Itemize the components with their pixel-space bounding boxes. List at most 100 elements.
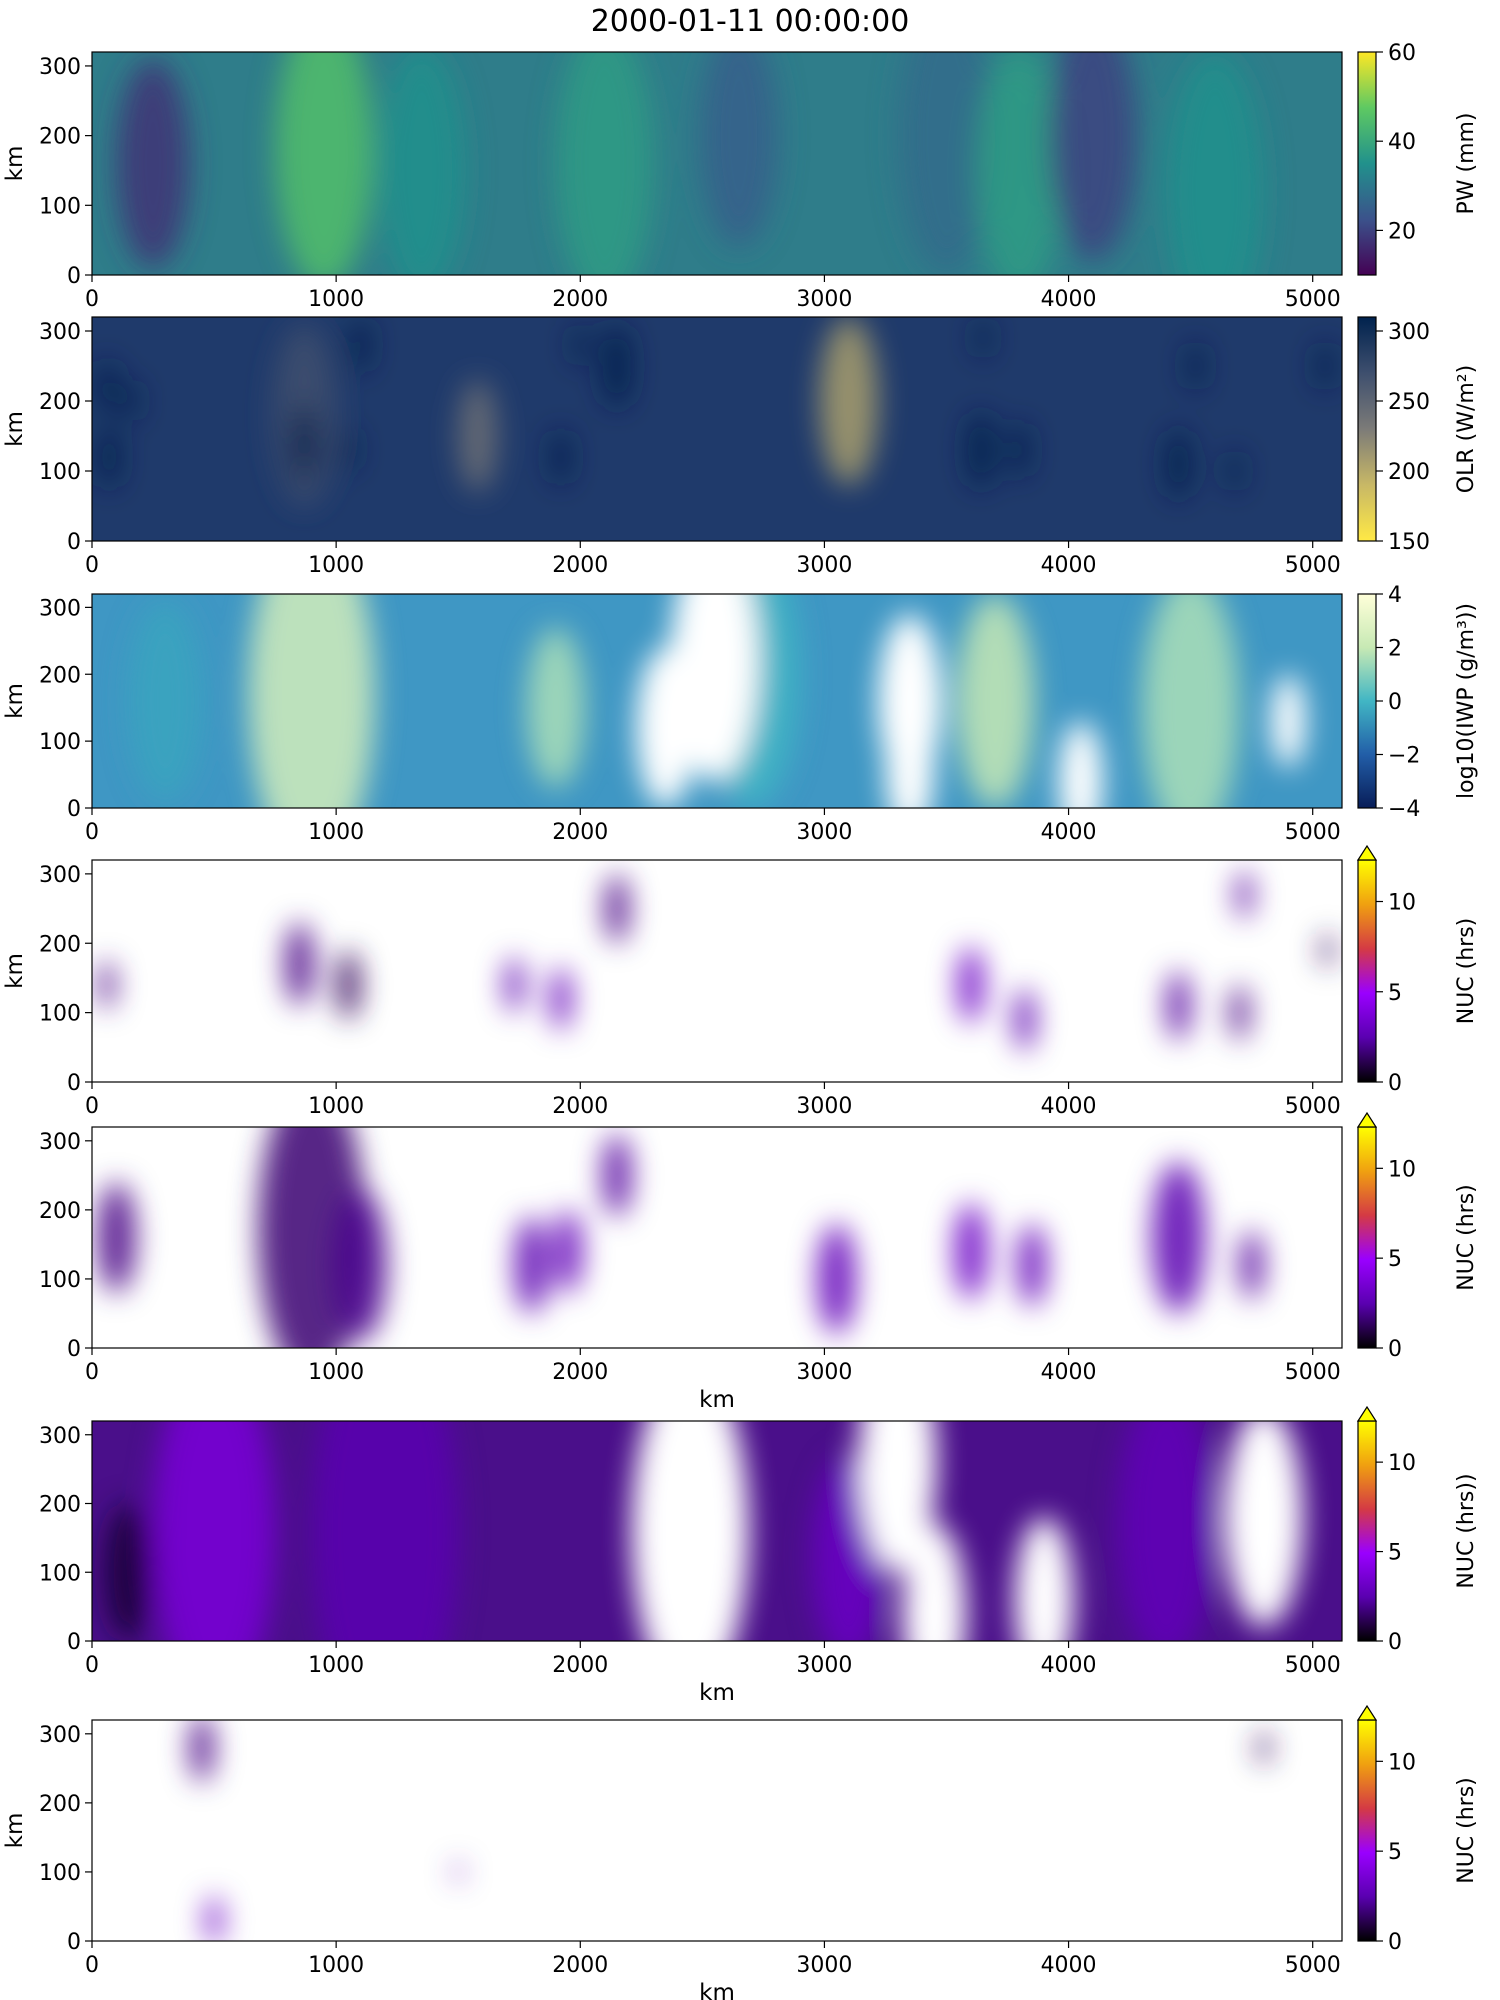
y-tick-label: 0 — [67, 1930, 81, 1955]
colorbar-gradient — [1357, 1719, 1377, 1942]
axes-frame — [91, 859, 1343, 1083]
x-tick-label: 0 — [85, 1094, 99, 1119]
x-tick-label: 3000 — [796, 553, 852, 578]
colorbar-tick-label: −4 — [1388, 797, 1420, 822]
field-image — [92, 317, 1342, 541]
missing-region-1 — [631, 1421, 749, 1641]
x-tick-label: 2000 — [552, 1653, 608, 1678]
y-tick-label: 100 — [39, 1268, 81, 1293]
y-tick-label: 200 — [39, 1792, 81, 1817]
colorbar-tick-label: 0 — [1388, 690, 1402, 715]
colorbar-gradient — [1357, 316, 1377, 542]
x-tick-label: 1000 — [308, 1953, 364, 1978]
x-tick-label: 2000 — [552, 1360, 608, 1385]
x-tick-label: 0 — [85, 287, 99, 312]
colorbar-label: NUC (hrs) — [1454, 918, 1479, 1025]
field-feature-8 — [953, 1202, 988, 1300]
colorbar-extend-arrow — [1356, 1111, 1378, 1128]
panel-2: 0 1000 2000 3000 4000 5000 0 100 200 300 km 150 200 2… — [2, 316, 1479, 578]
field-feature-5 — [290, 404, 318, 482]
field-feature-9 — [1017, 1223, 1047, 1307]
x-tick-label: 1000 — [308, 553, 364, 578]
field-feature-1 — [96, 359, 117, 415]
colorbar-label: NUC (hrs) — [1454, 1184, 1479, 1291]
x-tick-label: 5000 — [1285, 1360, 1341, 1385]
field-feature-6 — [604, 873, 630, 944]
field-feature-2 — [284, 922, 315, 1006]
x-tick-label: 2000 — [552, 820, 608, 845]
colorbar-tick-label: 5 — [1388, 1541, 1402, 1566]
field-feature-10 — [1151, 1161, 1206, 1314]
panel-7: 0 1000 2000 3000 4000 5000 0 100 200 300 km km 0 5 10 N… — [2, 1704, 1479, 2000]
field-feature-3 — [123, 380, 139, 422]
axes-frame — [91, 1719, 1343, 1942]
x-tick-label: 0 — [85, 820, 99, 845]
field-feature-2 — [275, 52, 373, 275]
field-feature-5 — [553, 1209, 583, 1293]
colorbar-gradient — [1357, 51, 1377, 276]
colorbar-tick-label: −2 — [1388, 744, 1420, 769]
y-axis-label: km — [2, 1813, 28, 1849]
field-feature-6 — [1141, 594, 1240, 808]
axes-frame — [91, 1420, 1343, 1642]
x-tick-label: 5000 — [1285, 1953, 1341, 1978]
x-tick-label: 3000 — [796, 1094, 852, 1119]
y-tick-label: 100 — [39, 730, 81, 755]
figure-title: 2000-01-11 00:00:00 — [590, 4, 910, 39]
field-feature-8 — [1013, 988, 1036, 1051]
panel-4: 0 1000 2000 3000 4000 5000 0 100 200 300 km 0 5 10 NUC… — [2, 844, 1479, 1119]
missing-region-3 — [902, 1524, 967, 1641]
x-tick-label: 1000 — [308, 1094, 364, 1119]
x-tick-label: 2000 — [552, 1094, 608, 1119]
colorbar-tick-label: 150 — [1388, 530, 1430, 555]
field-feature-4 — [504, 957, 525, 1013]
missing-region-4 — [885, 701, 935, 808]
colorbar-extend-arrow — [1356, 844, 1378, 861]
colorbar-tick-label: 10 — [1388, 891, 1416, 916]
colorbar-tick-label: 250 — [1388, 390, 1430, 415]
colorbar-tick-label: 5 — [1388, 1840, 1402, 1865]
y-tick-label: 200 — [39, 125, 81, 150]
field-image — [92, 594, 1342, 808]
field-feature-6 — [602, 1133, 632, 1217]
x-tick-label: 4000 — [1041, 820, 1097, 845]
colorbar-tick-label: 20 — [1388, 219, 1416, 244]
y-tick-label: 300 — [39, 1424, 81, 1449]
x-tick-label: 1000 — [308, 1653, 364, 1678]
colorbar: 0 5 10 NUC (hrs) — [1356, 1704, 1479, 1955]
x-tick-label: 2000 — [552, 287, 608, 312]
panel-5: 0 1000 2000 3000 4000 5000 0 100 200 300 km 0 5 10 NUC… — [39, 1111, 1479, 1413]
colorbar-tick-label: 5 — [1388, 981, 1402, 1006]
colorbar-extend-arrow — [1356, 1405, 1378, 1422]
colorbar-tick-label: 0 — [1388, 1337, 1402, 1362]
y-tick-label: 200 — [39, 1493, 81, 1518]
colorbar-tick-label: 40 — [1388, 130, 1416, 155]
x-tick-label: 1000 — [308, 820, 364, 845]
field-feature-2 — [205, 1896, 223, 1941]
field-feature-1 — [96, 1182, 136, 1293]
colorbar: 150 200 250 300 OLR (W/m²) — [1357, 316, 1479, 555]
x-tick-label: 1000 — [308, 287, 364, 312]
y-axis-label: km — [2, 411, 28, 447]
x-axis-label: km — [699, 1680, 735, 1706]
x-tick-label: 5000 — [1285, 1094, 1341, 1119]
field-image — [92, 1720, 1342, 1941]
y-axis-label: km — [2, 146, 28, 182]
field-feature-2 — [128, 600, 202, 802]
field-feature-7 — [957, 946, 985, 1024]
colorbar-tick-label: 10 — [1388, 1451, 1416, 1476]
field-image — [92, 1421, 1342, 1641]
field-feature-3 — [1257, 1730, 1270, 1765]
y-tick-label: 0 — [67, 1337, 81, 1362]
field-feature-7 — [817, 1223, 857, 1335]
x-tick-label: 3000 — [796, 287, 852, 312]
field-feature-11 — [1235, 870, 1253, 919]
x-tick-label: 4000 — [1041, 1094, 1097, 1119]
field-feature-11 — [572, 324, 588, 366]
panel-3: 0 1000 2000 3000 4000 5000 0 100 200 300 km −4 −2 0 2 4… — [2, 583, 1479, 845]
field-feature-3 — [336, 950, 361, 1020]
x-tick-label: 3000 — [796, 1653, 852, 1678]
field-feature-6 — [350, 317, 371, 373]
y-tick-label: 0 — [67, 797, 81, 822]
x-tick-label: 5000 — [1285, 553, 1341, 578]
